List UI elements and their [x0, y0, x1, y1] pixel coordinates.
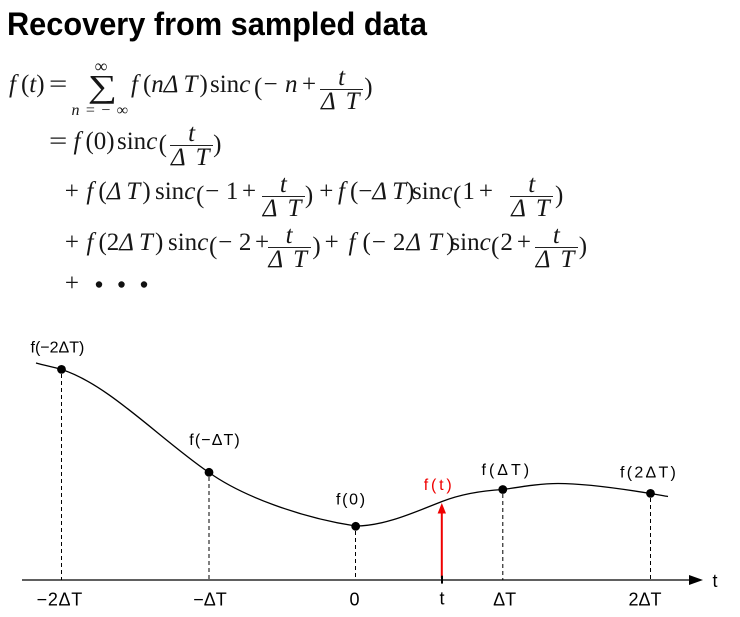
svg-text:t: t [713, 571, 718, 591]
svg-text:0: 0 [349, 590, 359, 610]
svg-text:f(ΔT): f(ΔT) [482, 462, 533, 479]
svg-text:2ΔT: 2ΔT [628, 590, 661, 610]
svg-text:−ΔT: −ΔT [193, 590, 227, 610]
svg-text:f(t): f(t) [424, 477, 455, 494]
svg-text:f(−ΔT): f(−ΔT) [189, 432, 241, 449]
svg-text:t: t [439, 589, 444, 609]
svg-text:f(0): f(0) [336, 492, 367, 509]
svg-text:ΔT: ΔT [493, 590, 516, 610]
svg-text:−2ΔT: −2ΔT [37, 590, 83, 610]
svg-text:f(2ΔT): f(2ΔT) [620, 464, 678, 481]
svg-text:f(−2ΔT): f(−2ΔT) [31, 339, 85, 356]
